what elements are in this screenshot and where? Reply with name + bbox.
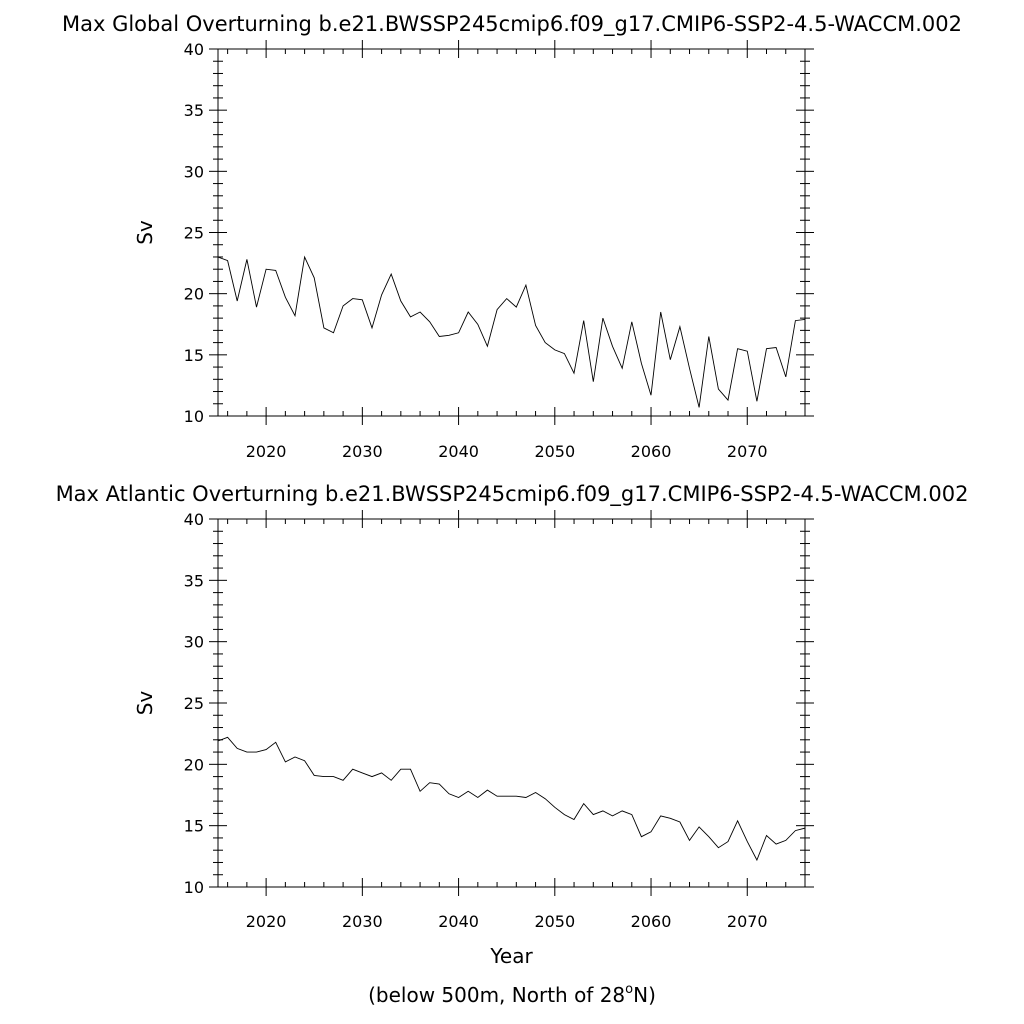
footnote-prefix: (below 500m, North of 28: [368, 983, 625, 1007]
y-tick-label: 30: [184, 633, 204, 652]
footnote: (below 500m, North of 28oN): [368, 982, 656, 1007]
x-axis-label: Year: [489, 944, 533, 968]
x-tick-label: 2030: [342, 912, 383, 931]
y-tick-label: 30: [184, 162, 204, 181]
footnote-superscript: o: [625, 982, 633, 997]
y-tick-label: 15: [184, 346, 204, 365]
y-tick-label: 35: [184, 571, 204, 590]
global-overturning-chart: Max Global Overturning b.e21.BWSSP245cmi…: [62, 12, 962, 461]
y-tick-label: 25: [184, 224, 204, 243]
y-tick-label: 35: [184, 101, 204, 120]
chart-title: Max Global Overturning b.e21.BWSSP245cmi…: [62, 12, 962, 37]
x-tick-label: 2040: [438, 442, 479, 461]
y-tick-label: 20: [184, 755, 204, 774]
plot-frame: [217, 518, 806, 888]
x-tick-label: 2070: [727, 442, 768, 461]
y-axis-label: Sv: [133, 691, 157, 716]
series-line: [218, 736, 805, 862]
plot-frame: [217, 48, 806, 417]
x-tick-label: 2020: [246, 442, 287, 461]
x-tick-label: 2020: [246, 912, 287, 931]
y-tick-label: 10: [184, 407, 204, 426]
chart-title: Max Atlantic Overturning b.e21.BWSSP245c…: [56, 482, 969, 507]
y-tick-label: 15: [184, 817, 204, 836]
x-tick-label: 2060: [631, 912, 672, 931]
y-tick-label: 40: [184, 40, 204, 59]
x-tick-label: 2030: [342, 442, 383, 461]
x-tick-label: 2050: [534, 912, 575, 931]
footnote-suffix: N): [633, 983, 656, 1007]
x-tick-label: 2040: [438, 912, 479, 931]
y-tick-label: 10: [184, 878, 204, 897]
x-tick-label: 2070: [727, 912, 768, 931]
y-axis-label: Sv: [133, 220, 157, 245]
y-tick-label: 25: [184, 694, 204, 713]
y-tick-label: 40: [184, 510, 204, 529]
y-tick-label: 20: [184, 285, 204, 304]
atlantic-overturning-chart: Max Atlantic Overturning b.e21.BWSSP245c…: [56, 482, 969, 968]
x-tick-label: 2060: [631, 442, 672, 461]
series-line: [218, 255, 805, 408]
x-tick-label: 2050: [534, 442, 575, 461]
